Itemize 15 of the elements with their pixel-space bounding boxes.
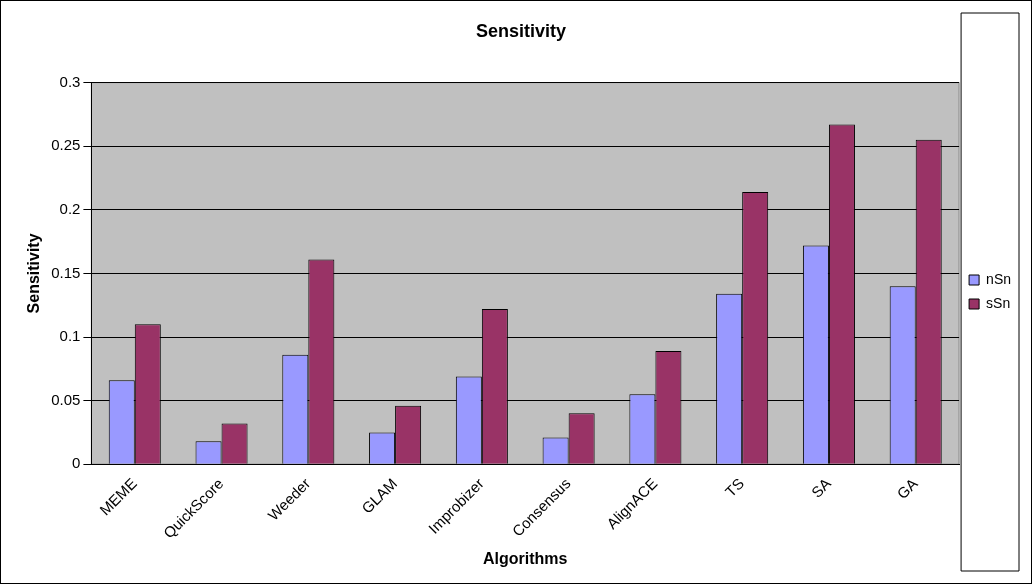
x-tick-label: TS [721, 474, 748, 501]
y-tick-label: 0.25 [51, 136, 81, 154]
y-tick-label: 0.1 [59, 327, 81, 345]
y-tick-label: 0.2 [59, 199, 81, 217]
x-tick-label: GA [893, 474, 921, 502]
x-axis-title: Algorithms [483, 549, 568, 567]
y-axis-title: Sensitivity [25, 233, 43, 314]
y-tick-label: 0 [72, 454, 81, 472]
legend-label: nSn [986, 270, 1012, 287]
legend-label: sSn [986, 294, 1011, 311]
y-tick-label: 0.05 [51, 390, 81, 408]
y-tick-label: 0.15 [51, 263, 81, 281]
chart-title: Sensitivity [475, 20, 567, 41]
x-tick-label: SA [807, 474, 834, 501]
y-tick-label: 0.3 [59, 72, 81, 90]
